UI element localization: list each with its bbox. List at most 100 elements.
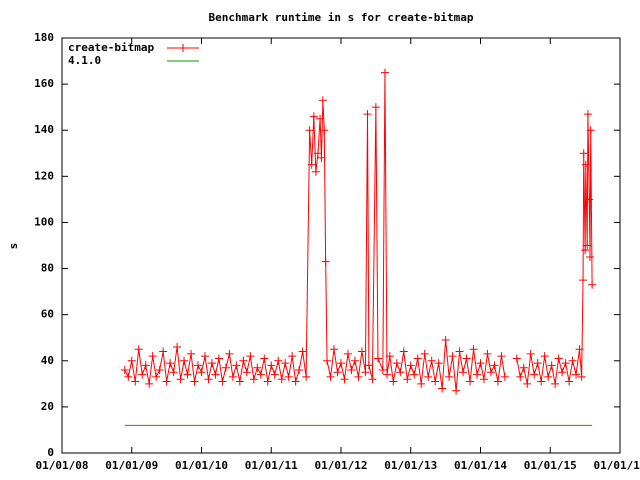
data-point — [406, 361, 415, 370]
data-point — [380, 68, 389, 77]
data-point — [581, 160, 590, 169]
data-point — [547, 361, 556, 370]
data-point — [295, 366, 304, 374]
data-point — [134, 345, 143, 354]
data-point — [311, 167, 320, 176]
series-line — [124, 72, 593, 391]
data-point — [459, 368, 468, 377]
x-tick-label: 01/01/10 — [175, 459, 228, 472]
data-point — [260, 354, 269, 363]
data-point — [309, 112, 318, 121]
data-point — [585, 195, 594, 204]
data-point — [483, 349, 492, 358]
data-point — [200, 352, 209, 361]
data-point — [274, 356, 283, 365]
x-tick-label: 01/01/11 — [245, 459, 298, 472]
data-point — [138, 370, 147, 379]
data-point — [330, 345, 339, 354]
data-point — [218, 377, 227, 386]
data-point — [479, 375, 488, 384]
data-point — [455, 347, 464, 356]
y-tick-label: 180 — [34, 31, 54, 44]
y-tick-label: 20 — [41, 400, 54, 413]
data-point — [568, 356, 577, 365]
data-point — [493, 377, 502, 386]
data-point — [364, 361, 373, 370]
data-point — [361, 368, 370, 377]
x-tick-label: 01/01/08 — [36, 459, 89, 472]
data-point — [232, 361, 241, 370]
data-point — [120, 366, 129, 374]
data-point — [383, 370, 392, 379]
data-point — [385, 352, 394, 361]
data-point — [166, 359, 175, 368]
data-point — [235, 377, 244, 386]
data-point — [127, 356, 136, 365]
data-point — [586, 126, 595, 135]
data-point — [190, 377, 199, 386]
data-point — [207, 359, 216, 368]
legend-label: 4.1.0 — [68, 54, 101, 67]
data-point — [554, 354, 563, 363]
data-point — [270, 370, 279, 379]
data-point — [519, 363, 528, 372]
plot-border — [61, 37, 621, 454]
data-point — [583, 241, 592, 250]
data-point — [225, 349, 234, 358]
data-point — [413, 354, 422, 363]
data-point — [431, 377, 440, 386]
data-point — [490, 361, 499, 370]
data-point — [462, 354, 471, 363]
data-point — [500, 372, 509, 381]
data-point — [326, 372, 335, 381]
data-point — [572, 370, 581, 379]
data-point — [516, 372, 525, 381]
data-point — [321, 257, 330, 266]
data-point — [469, 345, 478, 354]
data-point — [363, 110, 372, 119]
data-point — [340, 375, 349, 384]
data-point — [448, 352, 457, 361]
data-point — [373, 354, 382, 363]
data-point — [445, 372, 454, 381]
data-point — [183, 370, 192, 379]
data-point — [371, 103, 380, 112]
data-point — [540, 352, 549, 361]
data-point — [347, 366, 356, 374]
y-tick-label: 140 — [34, 123, 54, 136]
data-point — [466, 377, 475, 386]
data-point — [333, 368, 342, 377]
data-point — [579, 149, 588, 158]
data-point — [253, 363, 262, 372]
x-tick-label: 01/01/16 — [594, 459, 640, 472]
data-point — [318, 96, 327, 105]
data-point — [438, 384, 447, 393]
data-point — [533, 359, 542, 368]
data-point — [452, 386, 461, 395]
data-point — [350, 356, 359, 365]
data-point — [162, 377, 171, 386]
data-point — [302, 372, 311, 381]
data-point — [305, 126, 314, 135]
data-point — [378, 366, 387, 374]
data-point — [392, 359, 401, 368]
y-tick-label: 0 — [47, 446, 54, 459]
data-point — [544, 372, 553, 381]
data-point — [497, 352, 506, 361]
data-point — [320, 126, 329, 135]
data-point — [145, 379, 154, 388]
data-point — [337, 359, 345, 368]
y-axis-label: s — [7, 243, 20, 250]
y-tick-label: 100 — [34, 215, 54, 228]
data-point — [239, 356, 248, 365]
data-point — [486, 368, 495, 377]
data-point — [551, 379, 560, 388]
data-point — [588, 280, 597, 289]
data-point — [473, 370, 482, 379]
data-point — [476, 359, 485, 368]
data-point — [427, 356, 436, 365]
data-point — [214, 354, 223, 363]
y-tick-label: 40 — [41, 354, 54, 367]
data-point — [194, 361, 203, 370]
